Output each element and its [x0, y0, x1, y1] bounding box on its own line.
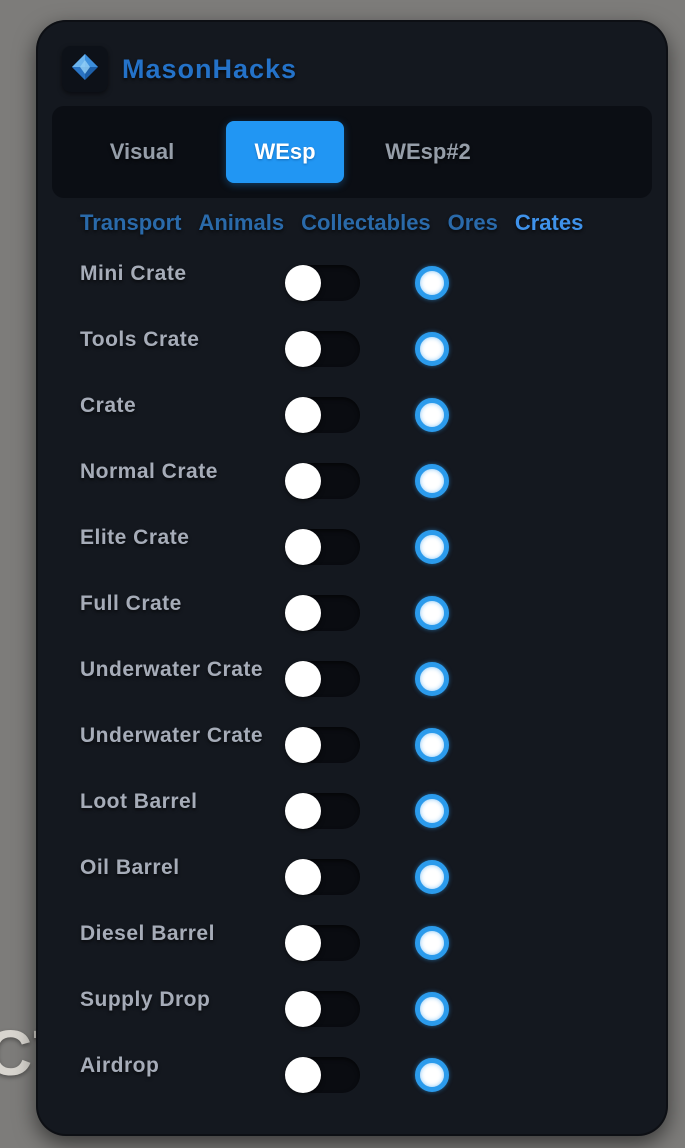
item-label: Mini Crate [80, 262, 187, 285]
item-color-picker[interactable] [415, 728, 449, 762]
item-color-picker[interactable] [415, 596, 449, 630]
list-item-airdrop-12: Airdrop [36, 1042, 668, 1108]
item-toggle[interactable] [285, 661, 360, 697]
item-label: Tools Crate [80, 328, 200, 351]
list-item-oil-barrel-9: Oil Barrel [36, 844, 668, 910]
cheat-menu-window: MasonHacks Visual WEsp WEsp#2 Transport Ani… [36, 20, 668, 1136]
item-toggle[interactable] [285, 463, 360, 499]
list-item-underwater-crate-6: Underwater Crate [36, 646, 668, 712]
toggle-knob [285, 991, 321, 1027]
item-label: Underwater Crate [80, 658, 264, 681]
item-label: Airdrop [80, 1054, 160, 1077]
item-color-picker[interactable] [415, 662, 449, 696]
item-toggle[interactable] [285, 265, 360, 301]
list-item-underwater-crate-7: Underwater Crate [36, 712, 668, 778]
esp-item-list: Mini Crate Tools Crate Crate Normal Crat… [36, 250, 668, 1108]
item-label: Underwater Crate [80, 724, 264, 747]
item-toggle[interactable] [285, 991, 360, 1027]
list-item-full-crate-5: Full Crate [36, 580, 668, 646]
item-label: Crate [80, 394, 137, 417]
item-color-picker[interactable] [415, 794, 449, 828]
item-color-picker[interactable] [415, 464, 449, 498]
item-label: Loot Barrel [80, 790, 198, 813]
item-color-picker[interactable] [415, 266, 449, 300]
toggle-knob [285, 331, 321, 367]
item-toggle[interactable] [285, 727, 360, 763]
toggle-knob [285, 265, 321, 301]
item-label: Oil Barrel [80, 856, 180, 879]
tab-label: WEsp#2 [385, 139, 471, 164]
tab-wesp[interactable]: WEsp [226, 121, 344, 183]
toggle-knob [285, 529, 321, 565]
item-toggle[interactable] [285, 925, 360, 961]
tab-visual[interactable]: Visual [72, 121, 212, 183]
item-color-picker[interactable] [415, 332, 449, 366]
toggle-knob [285, 727, 321, 763]
item-label: Normal Crate [80, 460, 218, 483]
list-item-elite-crate-4: Elite Crate [36, 514, 668, 580]
toggle-knob [285, 595, 321, 631]
item-toggle[interactable] [285, 793, 360, 829]
item-color-picker[interactable] [415, 1058, 449, 1092]
gem-icon [69, 51, 101, 88]
item-label: Diesel Barrel [80, 922, 215, 945]
subtab-ores[interactable]: Ores [447, 210, 498, 235]
subtab-crates[interactable]: Crates [514, 210, 584, 235]
list-item-diesel-barrel-10: Diesel Barrel [36, 910, 668, 976]
tab-label: Visual [109, 139, 175, 164]
list-item-mini-crate-0: Mini Crate [36, 250, 668, 316]
toggle-knob [285, 859, 321, 895]
item-color-picker[interactable] [415, 926, 449, 960]
window-header: MasonHacks [36, 20, 668, 92]
item-toggle[interactable] [285, 529, 360, 565]
item-toggle[interactable] [285, 595, 360, 631]
logo-container [62, 46, 108, 92]
subtab-animals[interactable]: Animals [198, 210, 285, 235]
tab-bar: Visual WEsp WEsp#2 [52, 106, 652, 198]
toggle-knob [285, 793, 321, 829]
toggle-knob [285, 463, 321, 499]
toggle-knob [285, 397, 321, 433]
list-item-supply-drop-11: Supply Drop [36, 976, 668, 1042]
item-color-picker[interactable] [415, 860, 449, 894]
toggle-knob [285, 925, 321, 961]
item-toggle[interactable] [285, 1057, 360, 1093]
list-item-loot-barrel-8: Loot Barrel [36, 778, 668, 844]
subtab-transport[interactable]: Transport [80, 210, 182, 235]
list-item-normal-crate-3: Normal Crate [36, 448, 668, 514]
item-label: Full Crate [80, 592, 182, 615]
tab-wesp-2[interactable]: WEsp#2 [358, 121, 498, 183]
subtab-collectables[interactable]: Collectables [301, 210, 431, 235]
item-label: Elite Crate [80, 526, 190, 549]
item-color-picker[interactable] [415, 398, 449, 432]
item-color-picker[interactable] [415, 530, 449, 564]
item-toggle[interactable] [285, 397, 360, 433]
item-toggle[interactable] [285, 859, 360, 895]
item-color-picker[interactable] [415, 992, 449, 1026]
item-label: Supply Drop [80, 988, 211, 1011]
page-title: MasonHacks [122, 53, 298, 84]
toggle-knob [285, 661, 321, 697]
item-toggle[interactable] [285, 331, 360, 367]
subtab-bar: Transport Animals Collectables Ores Crates [80, 210, 660, 236]
list-item-tools-crate-1: Tools Crate [36, 316, 668, 382]
toggle-knob [285, 1057, 321, 1093]
tab-label: WEsp [254, 139, 316, 164]
list-item-crate-2: Crate [36, 382, 668, 448]
